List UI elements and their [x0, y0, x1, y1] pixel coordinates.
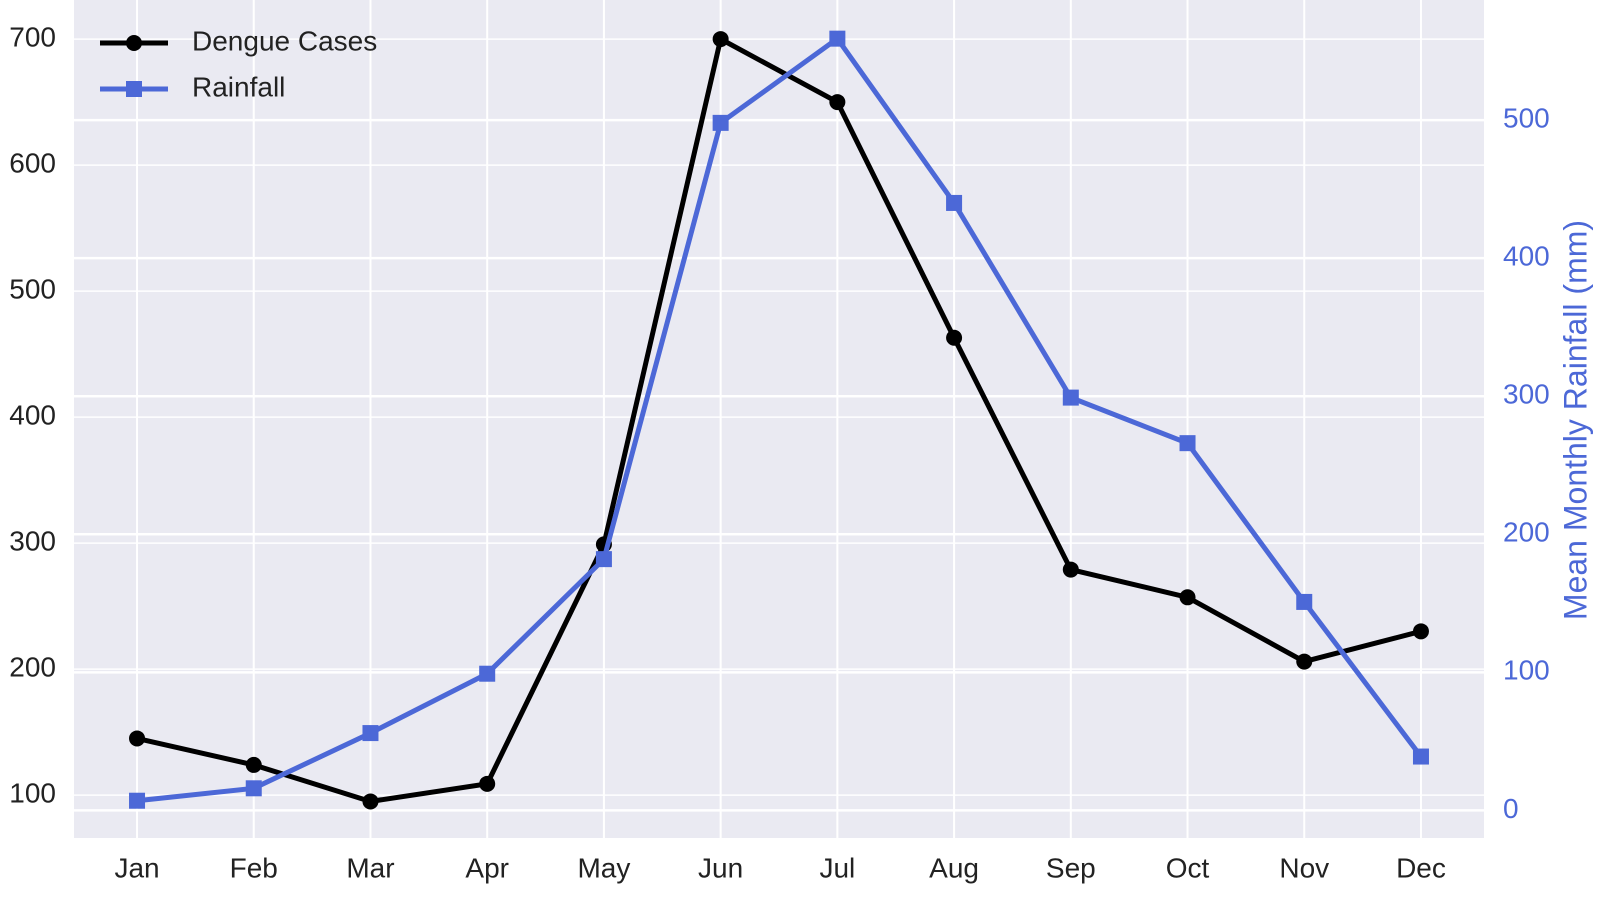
x-tick-label: Aug	[929, 852, 979, 883]
legend-marker	[126, 35, 142, 51]
marker	[946, 194, 963, 211]
marker	[245, 756, 262, 773]
y2-tick-label: 200	[1503, 517, 1550, 548]
marker	[1412, 748, 1429, 765]
marker	[712, 114, 729, 131]
x-tick-label: Jan	[114, 852, 159, 883]
marker	[362, 793, 379, 810]
marker	[829, 30, 846, 47]
marker	[946, 329, 963, 346]
y2-tick-label: 400	[1503, 241, 1550, 272]
y-tick-label: 500	[9, 273, 56, 304]
marker	[1296, 593, 1313, 610]
marker	[1062, 561, 1079, 578]
x-tick-label: Feb	[230, 852, 278, 883]
x-tick-label: Apr	[465, 852, 509, 883]
series-line	[136, 35, 1423, 804]
y-tick-label: 700	[9, 21, 56, 52]
y-tick-label: 400	[9, 400, 56, 431]
x-tick-label: Jun	[698, 852, 743, 883]
marker	[595, 551, 612, 568]
marker	[479, 665, 496, 682]
marker	[1412, 623, 1429, 640]
x-tick-label: Sep	[1046, 852, 1096, 883]
marker	[245, 780, 262, 797]
marker	[129, 730, 146, 747]
y2-tick-label: 500	[1503, 102, 1550, 133]
marker	[1179, 589, 1196, 606]
marker	[1296, 653, 1313, 670]
legend-label: Dengue Cases	[192, 25, 377, 56]
y-tick-label: 300	[9, 526, 56, 557]
legend-marker	[126, 81, 142, 97]
plot-area	[74, 0, 1484, 838]
marker	[829, 94, 846, 111]
marker	[129, 792, 146, 809]
marker	[479, 775, 496, 792]
series-line	[136, 35, 1422, 805]
marker	[1179, 435, 1196, 452]
marker	[712, 31, 729, 48]
marker	[362, 725, 379, 742]
y2-tick-label: 0	[1503, 793, 1519, 824]
y-tick-label: 200	[9, 652, 56, 683]
x-tick-label: Nov	[1279, 852, 1329, 883]
y-tick-label: 600	[9, 147, 56, 178]
y2-tick-label: 100	[1503, 655, 1550, 686]
x-tick-label: Dec	[1396, 852, 1446, 883]
y-tick-label: 100	[9, 778, 56, 809]
x-tick-label: Jul	[819, 852, 855, 883]
legend-label: Rainfall	[192, 71, 285, 102]
x-tick-label: Mar	[346, 852, 394, 883]
y2-axis-label: Mean Monthly Rainfall (mm)	[1557, 220, 1593, 620]
y2-tick-label: 300	[1503, 379, 1550, 410]
x-tick-label: Oct	[1166, 852, 1210, 883]
x-tick-label: May	[577, 852, 630, 883]
marker	[1062, 389, 1079, 406]
